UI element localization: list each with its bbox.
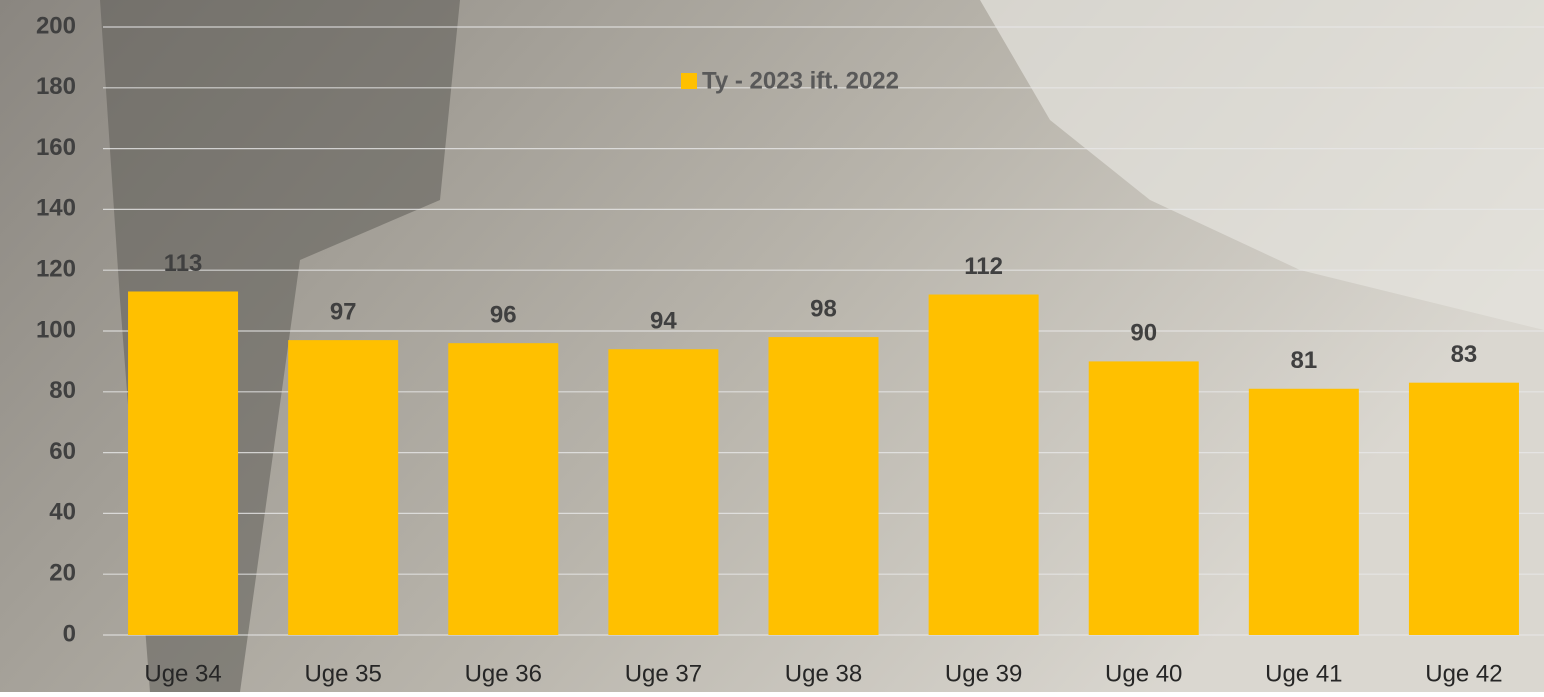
- x-tick-label: Uge 39: [945, 660, 1022, 687]
- y-tick-label: 40: [49, 499, 76, 526]
- y-tick-label: 160: [36, 134, 76, 161]
- y-tick-label: 200: [36, 12, 76, 39]
- x-tick-label: Uge 34: [144, 660, 221, 687]
- y-tick-label: 100: [36, 316, 76, 343]
- x-tick-label: Uge 36: [465, 660, 542, 687]
- x-tick-label: Uge 37: [625, 660, 702, 687]
- bar: [929, 295, 1039, 635]
- data-label: 112: [964, 253, 1003, 280]
- bar: [1089, 361, 1199, 635]
- y-tick-label: 80: [49, 377, 76, 404]
- bar: [128, 291, 238, 635]
- x-tick-label: Uge 42: [1425, 660, 1502, 687]
- legend-label: Ty - 2023 ift. 2022: [702, 67, 899, 94]
- y-tick-label: 60: [49, 438, 76, 465]
- x-tick-label: Uge 38: [785, 660, 862, 687]
- y-tick-label: 20: [49, 560, 76, 587]
- y-tick-label: 120: [36, 256, 76, 283]
- bar: [1249, 389, 1359, 635]
- bar: [608, 349, 718, 635]
- legend-swatch: [681, 73, 697, 89]
- data-label: 83: [1451, 341, 1478, 368]
- bar: [1409, 383, 1519, 635]
- x-tick-label: Uge 41: [1265, 660, 1342, 687]
- data-label: 81: [1290, 347, 1317, 374]
- data-label: 96: [490, 302, 517, 329]
- data-label: 97: [330, 298, 357, 325]
- y-tick-label: 140: [36, 195, 76, 222]
- data-label: 98: [810, 295, 837, 322]
- bar: [288, 340, 398, 635]
- data-label: 113: [164, 250, 203, 277]
- x-tick-label: Uge 40: [1105, 660, 1182, 687]
- x-tick-label: Uge 35: [304, 660, 381, 687]
- data-label: 90: [1130, 320, 1157, 347]
- bar: [769, 337, 879, 635]
- chart: 0 20 40 60 80 100 120 140 160 180 200 Ty - 2023 ift…: [0, 0, 1544, 692]
- y-tick-label: 0: [63, 620, 76, 647]
- bar: [448, 343, 558, 635]
- page: 0 20 40 60 80 100 120 140 160 180 200 Ty - 2023 ift…: [0, 0, 1544, 692]
- y-tick-label: 180: [36, 73, 76, 100]
- data-label: 94: [650, 308, 677, 335]
